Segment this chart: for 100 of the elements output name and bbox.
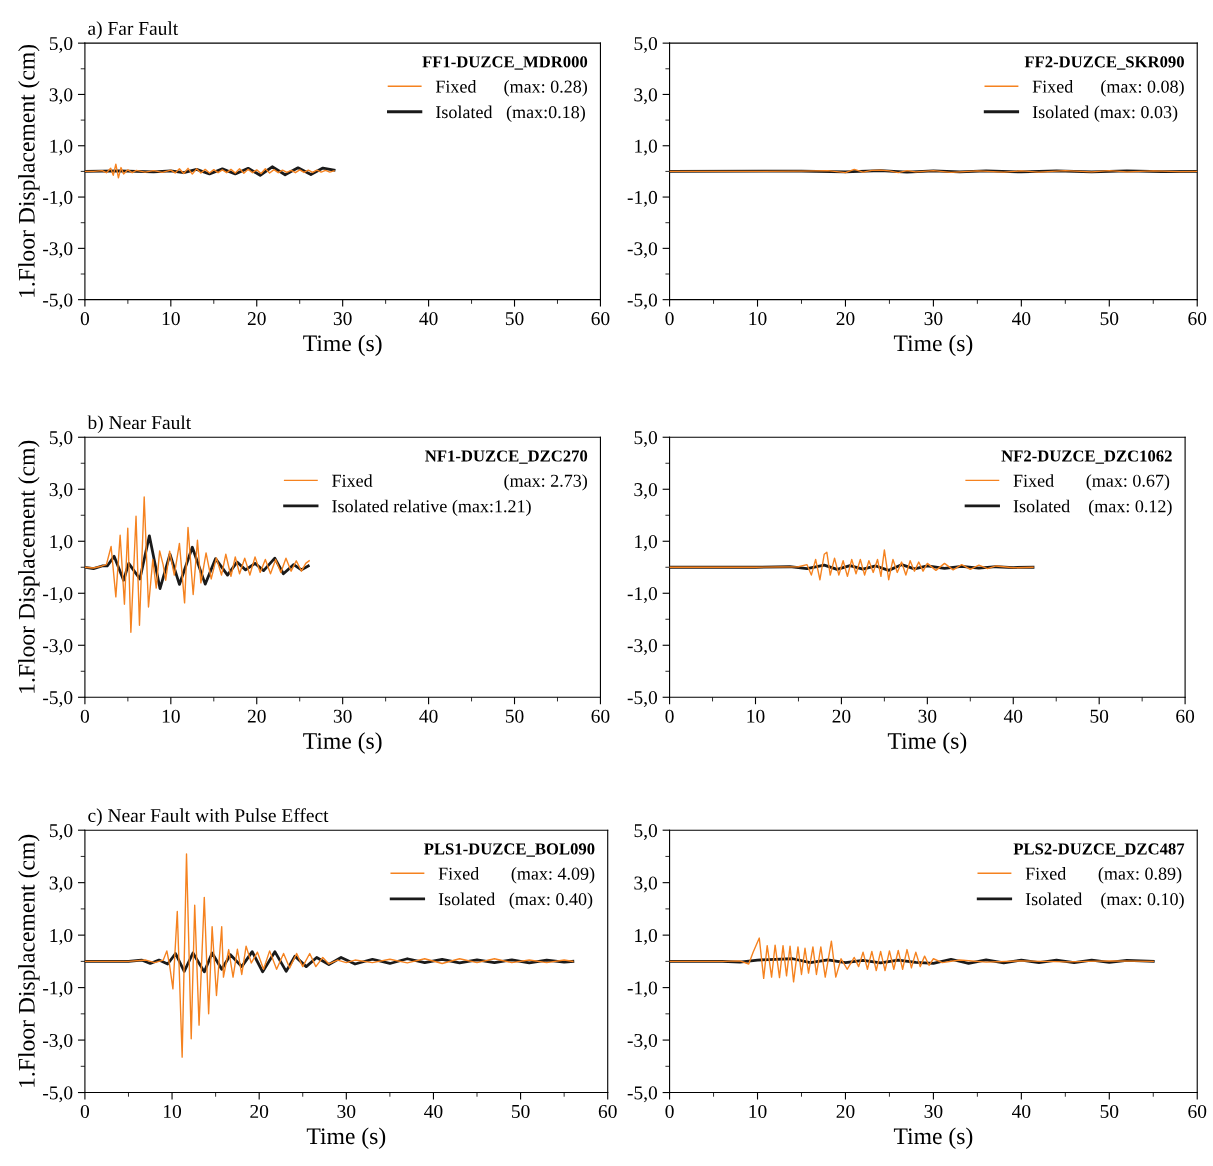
y-tick-label: 3,0 <box>49 876 73 893</box>
x-tick-label: 30 <box>924 1104 943 1119</box>
y-tick-label: 5,0 <box>49 824 73 840</box>
y-tick-label: 1,0 <box>50 535 73 551</box>
legend-label: Isolated (max: 0.03) <box>1032 105 1178 122</box>
y-tick-label: 1,0 <box>635 139 658 156</box>
x-tick-label: 20 <box>247 312 266 326</box>
x-axis-title: Time (s) <box>893 334 973 357</box>
x-tick-label: 30 <box>337 1104 356 1119</box>
legend-title: NF2-DUZCE_DZC1062 <box>1001 450 1172 464</box>
y-axis-title: 1.Floor Displacement (cm) <box>18 834 40 1087</box>
y-tick-label: 3,0 <box>634 876 658 893</box>
x-tick-label: 20 <box>250 1104 269 1119</box>
x-axis-title: Time (s) <box>306 1127 386 1149</box>
y-tick-label: -5,0 <box>627 293 658 310</box>
x-tick-label: 60 <box>1188 1104 1207 1119</box>
x-tick-label: 60 <box>598 1104 617 1119</box>
x-tick-label: 30 <box>333 709 352 723</box>
y-tick-label: -1,0 <box>627 587 658 603</box>
y-tick-label: -3,0 <box>43 639 73 655</box>
legend-label: Isolated (max: 0.40) <box>438 892 593 909</box>
y-tick-label: 1,0 <box>50 139 73 156</box>
x-axis-title: Time (s) <box>887 732 967 754</box>
y-tick-label: -3,0 <box>43 242 73 259</box>
x-tick-label: 40 <box>1012 1104 1031 1119</box>
legend-label: Fixed (max: 0.67) <box>1013 474 1170 491</box>
x-tick-label: 0 <box>665 1104 674 1119</box>
y-tick-label: -3,0 <box>627 1033 658 1050</box>
y-tick-label: -5,0 <box>43 1086 73 1103</box>
x-tick-label: 30 <box>333 312 352 326</box>
x-tick-label: 60 <box>591 709 610 723</box>
x-tick-label: 20 <box>247 709 266 723</box>
y-tick-label: -1,0 <box>627 190 658 207</box>
x-axis-title: Time (s) <box>303 334 382 357</box>
x-tick-label: 0 <box>80 1104 90 1119</box>
x-tick-label: 40 <box>424 1104 443 1119</box>
chart-title: a) Far Fault <box>88 21 179 39</box>
x-tick-label: 50 <box>1100 312 1119 326</box>
y-tick-label: 3,0 <box>634 483 658 499</box>
legend-title: NF1-DUZCE_DZC270 <box>425 450 588 464</box>
y-tick-label: -3,0 <box>43 1033 73 1050</box>
x-tick-label: 60 <box>591 312 610 326</box>
legend-label: Fixed (max: 0.28) <box>435 80 587 97</box>
y-tick-label: 1,0 <box>635 928 658 945</box>
y-tick-label: 5,0 <box>634 824 658 840</box>
y-tick-label: 5,0 <box>634 431 658 447</box>
x-tick-label: 10 <box>162 709 180 723</box>
x-tick-label: 10 <box>747 709 765 723</box>
legend-title: FF2-DUZCE_SKR090 <box>1024 56 1184 70</box>
y-tick-label: -1,0 <box>43 981 73 998</box>
x-tick-label: 20 <box>836 1104 855 1119</box>
y-tick-label: 5,0 <box>49 431 73 447</box>
y-tick-label: -5,0 <box>627 1086 658 1103</box>
x-tick-label: 0 <box>665 709 674 723</box>
x-tick-label: 50 <box>505 709 524 723</box>
y-tick-label: -5,0 <box>627 691 658 707</box>
chart-title: c) Near Fault with Pulse Effect <box>88 808 329 826</box>
legend-label: Isolated (max: 0.10) <box>1025 892 1184 909</box>
x-tick-label: 0 <box>665 312 674 326</box>
x-tick-label: 10 <box>749 312 767 326</box>
y-tick-label: -3,0 <box>627 639 658 655</box>
y-tick-label: -1,0 <box>43 587 73 603</box>
y-tick-label: 1,0 <box>50 928 73 945</box>
x-tick-label: 50 <box>505 312 524 326</box>
y-tick-label: -5,0 <box>43 691 73 707</box>
legend-title: FF1-DUZCE_MDR000 <box>422 56 588 70</box>
legend-label: Isolated relative (max:1.21) <box>332 499 531 517</box>
x-tick-label: 0 <box>80 312 90 326</box>
y-tick-label: -3,0 <box>627 242 658 259</box>
legend-label: Isolated (max:0.18) <box>436 105 585 122</box>
x-tick-label: 30 <box>924 312 943 326</box>
legend-title: PLS1-DUZCE_BOL090 <box>424 843 595 857</box>
y-tick-label: -1,0 <box>627 981 658 998</box>
x-tick-label: 40 <box>1003 709 1023 723</box>
y-tick-label: 3,0 <box>634 88 658 105</box>
x-tick-label: 50 <box>511 1104 530 1119</box>
x-tick-label: 50 <box>1090 709 1109 723</box>
x-tick-label: 40 <box>419 709 438 723</box>
y-tick-label: -5,0 <box>43 293 73 310</box>
x-tick-label: 0 <box>80 709 90 723</box>
y-axis-title: 1.Floor Displacement (cm) <box>18 44 40 297</box>
x-tick-label: 50 <box>1100 1104 1119 1119</box>
legend-label: Fixed (max: 0.89) <box>1025 867 1182 884</box>
x-tick-label: 40 <box>1012 312 1031 326</box>
y-tick-label: 3,0 <box>49 483 73 499</box>
x-tick-label: 30 <box>918 709 937 723</box>
x-tick-label: 60 <box>1176 709 1195 723</box>
x-tick-label: 40 <box>419 312 438 326</box>
x-tick-label: 10 <box>162 312 180 326</box>
legend-label: Fixed (max: 4.09) <box>438 867 595 884</box>
y-tick-label: -1,0 <box>43 190 73 207</box>
y-tick-label: 3,0 <box>49 88 73 105</box>
legend-label: Isolated (max: 0.12) <box>1013 499 1172 517</box>
x-axis-title: Time (s) <box>893 1127 973 1149</box>
legend-label: Fixed (max: 0.08) <box>1032 80 1184 97</box>
y-tick-label: 5,0 <box>634 36 658 53</box>
x-tick-label: 60 <box>1188 312 1207 326</box>
chart-title: b) Near Fault <box>87 415 192 434</box>
x-tick-label: 10 <box>164 1104 182 1119</box>
x-tick-label: 20 <box>836 312 855 326</box>
